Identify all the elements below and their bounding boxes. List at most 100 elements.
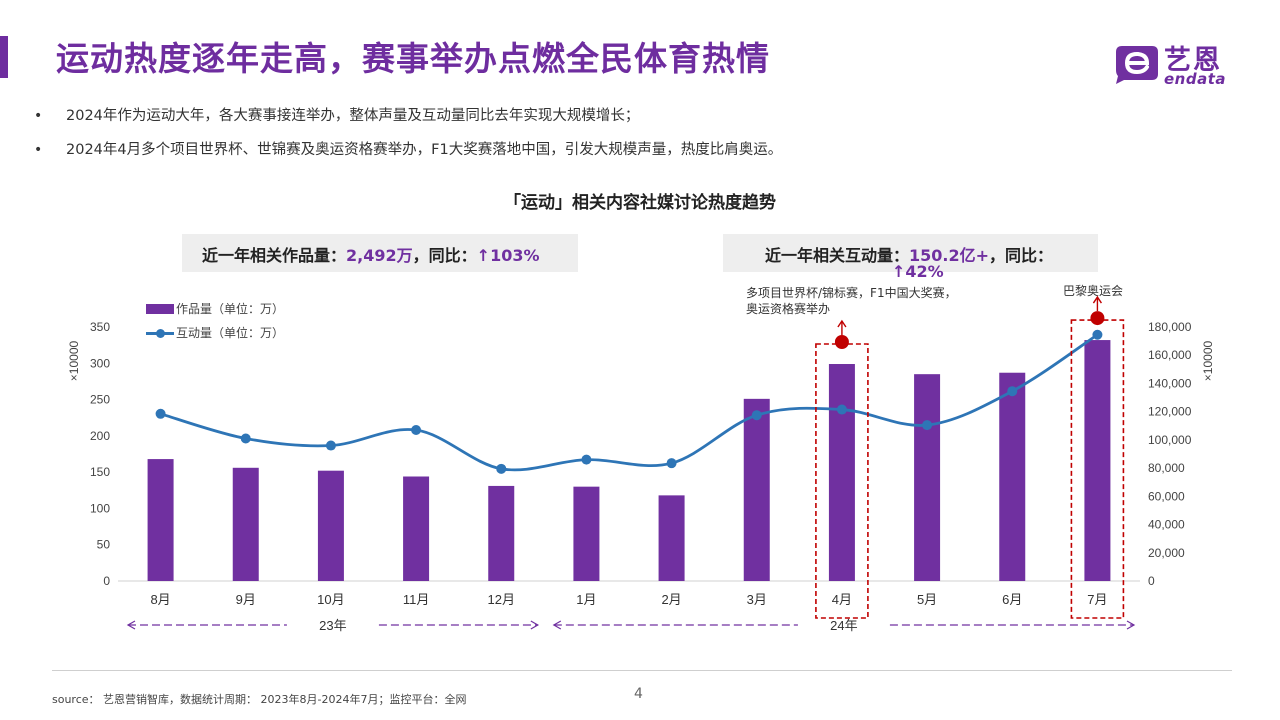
engagement-point-6月 [1007, 386, 1018, 397]
y-right-tick-label: 160,000 [1148, 348, 1192, 362]
legend-label-works: 作品量（单位：万） [176, 302, 285, 316]
x-tick-label: 6月 [1002, 592, 1022, 607]
highlight-dot [1090, 311, 1105, 326]
legend-item-engagement: 互动量（单位：万） [146, 324, 284, 348]
kpi-works-growth: ↑103% [476, 246, 540, 265]
kpi-engagement-growth: ↑42% [892, 262, 944, 281]
annotation-april: 多项目世界杯/锦标赛，F1中国大奖赛，奥运资格赛举办 [746, 286, 957, 316]
endata-logo[interactable]: 艺恩 endata [1114, 38, 1244, 90]
y-left-tick-label: 350 [90, 320, 110, 334]
source-note: source： 艺恩营销智库，数据统计周期： 2023年8月-2024年7月；监… [52, 693, 467, 706]
bar-7月 [1084, 340, 1111, 581]
engagement-line [160, 333, 1099, 472]
engagement-point-5月 [922, 420, 933, 431]
y-right-tick-label: 100,000 [1148, 433, 1192, 447]
x-tick-label: 8月 [150, 592, 170, 607]
y-left-tick-label: 150 [90, 465, 110, 479]
x-tick-label: 1月 [576, 592, 596, 607]
legend-dot-swatch [156, 329, 165, 338]
kpi-works-box: 近一年相关作品量：2,492万，同比：↑103% [182, 234, 578, 272]
legend-label-engagement: 互动量（单位：万） [176, 326, 285, 340]
bar-8月 [147, 459, 174, 581]
engagement-point-10月 [325, 440, 336, 451]
logo-cn-text: 艺恩 [1164, 45, 1222, 76]
kpi-works-mid: ，同比： [412, 246, 477, 265]
bullet-text-1: 2024年作为运动大年，各大赛事接连举办，整体声量及互动量同比去年实现大规模增长… [66, 108, 640, 124]
bar-9月 [232, 467, 259, 581]
y-right-multiplier: ×10000 [1201, 340, 1215, 381]
engagement-point-4月 [836, 404, 847, 415]
x-tick-label: 2月 [661, 592, 681, 607]
kpi-engagement-box: 近一年相关互动量：150.2亿+，同比： [723, 234, 1098, 272]
y-right-tick-label: 40,000 [1148, 518, 1185, 532]
y-left-tick-label: 0 [103, 574, 110, 588]
bar-2月 [658, 495, 685, 581]
y-left-tick-label: 300 [90, 356, 110, 370]
year-arrowhead-right [530, 620, 540, 630]
y-left-multiplier: ×10000 [67, 340, 81, 381]
engagement-point-2月 [666, 458, 677, 469]
highlight-arrow-head [837, 319, 847, 328]
engagement-point-1月 [581, 454, 592, 465]
year-group-label: 24年 [830, 618, 857, 633]
legend-bar-swatch [146, 304, 174, 314]
y-right-tick-label: 60,000 [1148, 489, 1185, 503]
bullet-text-2: 2024年4月多个项目世界杯、世锦赛及奥运资格赛举办，F1大奖赛落地中国，引发大… [66, 142, 783, 158]
annotation-july: 巴黎奥运会 [1063, 284, 1124, 298]
y-left-tick-label: 100 [90, 501, 110, 515]
engagement-point-8月 [155, 408, 166, 419]
kpi-works-label: 近一年相关作品量： [202, 246, 347, 265]
x-tick-label: 9月 [236, 592, 256, 607]
y-left-tick-label: 200 [90, 429, 110, 443]
x-tick-label: 11月 [403, 592, 430, 607]
y-right-tick-label: 20,000 [1148, 546, 1185, 560]
highlight-dot [834, 335, 849, 350]
x-tick-label: 4月 [832, 592, 852, 607]
engagement-point-11月 [411, 425, 422, 436]
bullet-dot: • [34, 142, 43, 158]
engagement-point-9月 [240, 433, 251, 444]
y-right-tick-label: 80,000 [1148, 461, 1185, 475]
year-arrowhead-left [552, 620, 562, 630]
engagement-point-3月 [751, 410, 762, 421]
kpi-engagement-mid: ，同比： [989, 246, 1054, 265]
x-tick-label: 3月 [747, 592, 767, 607]
engagement-point-12月 [496, 463, 507, 474]
bullet-dot: • [34, 108, 43, 124]
x-tick-label: 5月 [917, 592, 937, 607]
kpi-works-value: 2,492万 [346, 246, 413, 265]
logo-mark-icon [1116, 46, 1158, 84]
bar-6月 [999, 372, 1026, 581]
title-accent-bar [0, 36, 8, 78]
footer-divider [52, 670, 1232, 671]
chart-title: 「运动」相关内容社媒讨论热度趋势 [504, 193, 776, 213]
bar-1月 [573, 486, 600, 581]
y-right-tick-label: 140,000 [1148, 376, 1192, 390]
bullet-item-2: • 2024年4月多个项目世界杯、世锦赛及奥运资格赛举办，F1大奖赛落地中国，引… [34, 138, 782, 172]
y-right-tick-label: 0 [1148, 574, 1155, 588]
x-tick-label: 7月 [1087, 592, 1107, 607]
year-arrowhead-left [126, 620, 136, 630]
kpi-engagement-value: 150.2亿+ [909, 246, 990, 265]
bar-10月 [317, 470, 344, 581]
chart-legend: 作品量（单位：万） 互动量（单位：万） [146, 300, 284, 348]
highlight-arrow-head [1092, 295, 1103, 304]
bullet-list: • 2024年作为运动大年，各大赛事接连举办，整体声量及互动量同比去年实现大规模… [34, 104, 782, 172]
y-right-tick-label: 180,000 [1148, 320, 1192, 334]
engagement-point-7月 [1092, 329, 1103, 340]
year-arrowhead-right [1126, 620, 1136, 630]
page-number: 4 [634, 686, 643, 702]
kpi-engagement-label: 近一年相关互动量： [765, 246, 910, 265]
y-right-tick-label: 120,000 [1148, 405, 1192, 419]
bar-3月 [743, 398, 770, 581]
bar-5月 [914, 374, 941, 581]
bar-11月 [403, 476, 430, 581]
x-tick-label: 12月 [488, 592, 515, 607]
page-title: 运动热度逐年走高，赛事举办点燃全民体育热情 [56, 39, 770, 78]
legend-item-works: 作品量（单位：万） [146, 300, 284, 324]
logo-en-text: endata [1164, 70, 1227, 88]
x-tick-label: 10月 [317, 592, 344, 607]
bar-4月 [828, 364, 855, 581]
y-left-tick-label: 250 [90, 393, 110, 407]
